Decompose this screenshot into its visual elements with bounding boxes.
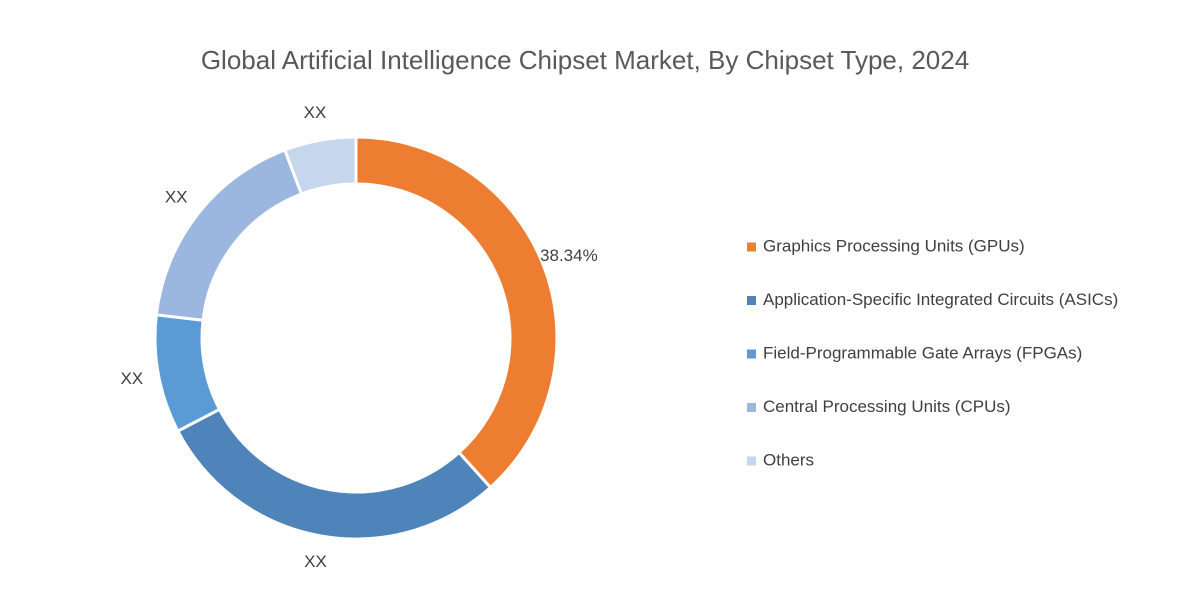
data-label: XX (304, 552, 327, 571)
data-label: XX (304, 103, 327, 122)
legend-marker (747, 242, 756, 252)
donut-slice (354, 135, 559, 490)
chart-title: Global Artificial Intelligence Chipset M… (201, 45, 969, 75)
legend-label: Graphics Processing Units (GPUs) (763, 236, 1025, 255)
legend-marker (747, 349, 756, 359)
donut-slice (282, 135, 358, 196)
legend-label: Field-Programmable Gate Arrays (FPGAs) (763, 343, 1082, 362)
legend-label: Application-Specific Integrated Circuits… (763, 290, 1118, 309)
legend-label: Others (763, 450, 814, 469)
legend-label: Central Processing Units (CPUs) (763, 397, 1011, 416)
legend-marker (747, 296, 756, 305)
data-label: XX (120, 369, 143, 388)
data-label: 38.34% (540, 246, 598, 265)
legend-marker (747, 456, 756, 466)
data-label: XX (165, 187, 188, 206)
legend-marker (747, 403, 756, 412)
